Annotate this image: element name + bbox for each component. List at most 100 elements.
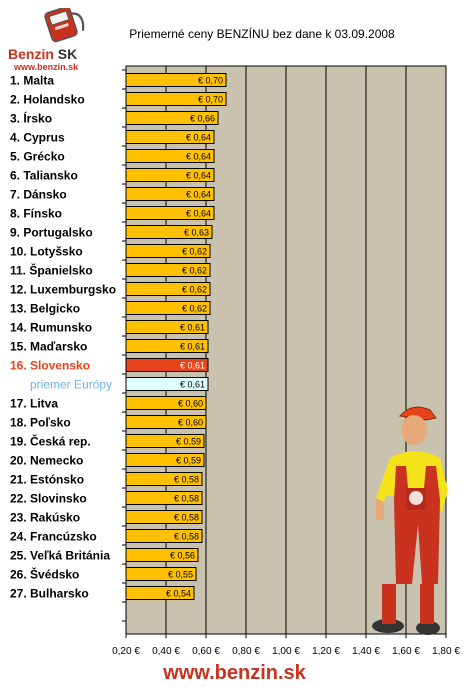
bar [125, 339, 209, 353]
bar-value-label: € 0,59 [176, 456, 201, 466]
category-label: 27. Bulharsko [10, 587, 89, 601]
category-label: 22. Slovinsko [10, 492, 87, 506]
bar [125, 472, 203, 486]
bar [125, 225, 213, 239]
x-tick-label: 1,20 € [312, 646, 340, 657]
bar [125, 149, 215, 163]
footer-url[interactable]: www.benzin.sk [163, 662, 306, 684]
bar-value-label: € 0,56 [170, 551, 195, 561]
bar-value-label: € 0,64 [186, 152, 211, 162]
bar [125, 168, 215, 182]
bar [125, 453, 205, 467]
category-label: 7. Dánsko [10, 188, 67, 202]
logo-url: www.benzin.sk [14, 62, 79, 72]
bar [125, 92, 227, 106]
x-tick-label: 1,80 € [432, 646, 460, 657]
bar-value-label: € 0,66 [190, 114, 215, 124]
bar [125, 130, 215, 144]
category-label: 12. Luxemburgsko [10, 283, 116, 297]
bar [125, 377, 209, 391]
category-label: 1. Malta [10, 74, 54, 88]
x-tick-label: 0,60 € [192, 646, 220, 657]
bar [125, 491, 203, 505]
bar [125, 263, 211, 277]
x-tick-label: 1,00 € [272, 646, 300, 657]
category-label: 6. Taliansko [10, 169, 78, 183]
bar [125, 529, 203, 543]
category-label: 23. Rakúsko [10, 511, 80, 525]
bar [125, 73, 227, 87]
bar [125, 301, 211, 315]
bar-value-label: € 0,63 [184, 228, 209, 238]
mascot-illustration [372, 406, 448, 635]
bar-value-label: € 0,70 [198, 76, 223, 86]
bar-value-label: € 0,58 [174, 532, 199, 542]
fuel-pump-logo-icon [44, 8, 85, 43]
bar [125, 206, 215, 220]
category-label: 10. Lotyšsko [10, 245, 83, 259]
bar [125, 434, 205, 448]
category-label: 15. Maďarsko [10, 340, 87, 354]
logo-brand: Benzin [8, 46, 54, 62]
category-label: 19. Česká rep. [10, 434, 91, 449]
logo[interactable]: Benzin SK www.benzin.sk [4, 8, 114, 72]
category-label: 14. Rumunsko [10, 321, 92, 335]
category-label: 16. Slovensko [10, 359, 90, 373]
x-tick-label: 0,20 € [112, 646, 140, 657]
bar-value-label: € 0,59 [176, 437, 201, 447]
bar-value-label: € 0,64 [186, 190, 211, 200]
bar [125, 586, 195, 600]
bar-value-label: € 0,61 [180, 361, 205, 371]
chart-title: Priemerné ceny BENZÍNU bez dane k 03.09.… [129, 26, 395, 41]
category-label: 5. Grécko [10, 150, 65, 164]
bar-value-label: € 0,61 [180, 323, 205, 333]
bar-value-label: € 0,58 [174, 513, 199, 523]
category-label: 24. Francúzsko [10, 530, 97, 544]
category-label: 17. Litva [10, 397, 58, 411]
category-label: 9. Portugalsko [10, 226, 93, 240]
bar-value-label: € 0,64 [186, 133, 211, 143]
logo-brand-suffix: SK [57, 46, 78, 62]
category-label: 20. Nemecko [10, 454, 83, 468]
category-label: 11. Španielsko [10, 263, 93, 278]
category-label: 3. Írsko [10, 111, 52, 126]
x-tick-label: 0,80 € [232, 646, 260, 657]
category-label: 4. Cyprus [10, 131, 65, 145]
bar [125, 320, 209, 334]
category-label: 26. Švédsko [10, 567, 79, 582]
bar [125, 415, 207, 429]
category-label: 21. Estónsko [10, 473, 84, 487]
bar-value-label: € 0,64 [186, 171, 211, 181]
category-label: priemer Európy [30, 378, 112, 392]
bar [125, 396, 207, 410]
x-tick-label: 1,40 € [352, 646, 380, 657]
bar [125, 510, 203, 524]
bar [125, 282, 211, 296]
category-label: 25. Veľká Británia [10, 549, 110, 563]
bar [125, 358, 209, 372]
bar-value-label: € 0,64 [186, 209, 211, 219]
bar [125, 244, 211, 258]
bar-value-label: € 0,61 [180, 342, 205, 352]
bar-value-label: € 0,61 [180, 380, 205, 390]
bar-value-label: € 0,62 [182, 266, 207, 276]
category-label: 2. Holandsko [10, 93, 85, 107]
bar-value-label: € 0,62 [182, 304, 207, 314]
bar-value-label: € 0,62 [182, 247, 207, 257]
bar-value-label: € 0,70 [198, 95, 223, 105]
x-tick-label: 0,40 € [152, 646, 180, 657]
bar [125, 187, 215, 201]
bar [125, 548, 199, 562]
bar-value-label: € 0,62 [182, 285, 207, 295]
bar-value-label: € 0,60 [178, 418, 203, 428]
bar [125, 567, 197, 581]
bar-value-label: € 0,54 [166, 589, 191, 599]
category-label: 18. Poľsko [10, 416, 71, 430]
bar [125, 111, 219, 125]
bar-value-label: € 0,58 [174, 475, 199, 485]
category-label: 13. Belgicko [10, 302, 80, 316]
bar-value-label: € 0,55 [168, 570, 193, 580]
category-label: 8. Fínsko [10, 207, 62, 221]
